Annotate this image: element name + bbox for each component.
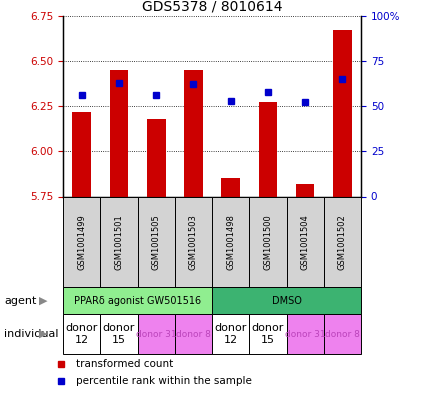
Title: GDS5378 / 8010614: GDS5378 / 8010614 — [141, 0, 282, 13]
Bar — [332, 30, 351, 196]
Text: PPARδ agonist GW501516: PPARδ agonist GW501516 — [74, 296, 201, 306]
Text: individual: individual — [4, 329, 59, 339]
Bar — [323, 314, 360, 354]
Bar — [212, 196, 249, 287]
Text: GSM1001500: GSM1001500 — [263, 214, 272, 270]
Bar — [212, 314, 249, 354]
Bar — [184, 70, 202, 196]
Bar — [212, 287, 360, 314]
Text: GSM1001505: GSM1001505 — [151, 214, 160, 270]
Bar — [286, 314, 323, 354]
Text: donor 8: donor 8 — [324, 330, 359, 338]
Bar — [249, 314, 286, 354]
Text: DMSO: DMSO — [271, 296, 301, 306]
Text: GSM1001502: GSM1001502 — [337, 214, 346, 270]
Bar — [137, 314, 174, 354]
Text: percentile rank within the sample: percentile rank within the sample — [76, 376, 251, 386]
Text: donor
15: donor 15 — [102, 323, 135, 345]
Bar — [286, 196, 323, 287]
Text: GSM1001503: GSM1001503 — [188, 214, 197, 270]
Bar — [100, 314, 137, 354]
Text: ▶: ▶ — [39, 329, 48, 339]
Bar — [295, 184, 314, 196]
Text: agent: agent — [4, 296, 36, 306]
Bar — [249, 196, 286, 287]
Text: GSM1001498: GSM1001498 — [226, 214, 235, 270]
Text: donor
12: donor 12 — [66, 323, 98, 345]
Bar — [63, 287, 212, 314]
Bar — [174, 196, 211, 287]
Text: transformed count: transformed count — [76, 358, 173, 369]
Text: donor 31: donor 31 — [135, 330, 176, 338]
Text: GSM1001501: GSM1001501 — [114, 214, 123, 270]
Text: GSM1001504: GSM1001504 — [300, 214, 309, 270]
Text: GSM1001499: GSM1001499 — [77, 214, 86, 270]
Bar — [63, 196, 100, 287]
Bar — [147, 119, 165, 196]
Bar — [258, 103, 276, 196]
Bar — [174, 314, 211, 354]
Bar — [137, 196, 174, 287]
Bar — [72, 112, 91, 196]
Text: donor 31: donor 31 — [284, 330, 325, 338]
Bar — [100, 196, 137, 287]
Text: donor 8: donor 8 — [176, 330, 210, 338]
Bar — [323, 196, 360, 287]
Text: ▶: ▶ — [39, 296, 48, 306]
Bar — [109, 70, 128, 196]
Bar — [63, 314, 100, 354]
Text: donor
15: donor 15 — [251, 323, 283, 345]
Text: donor
12: donor 12 — [214, 323, 247, 345]
Bar — [221, 178, 240, 196]
